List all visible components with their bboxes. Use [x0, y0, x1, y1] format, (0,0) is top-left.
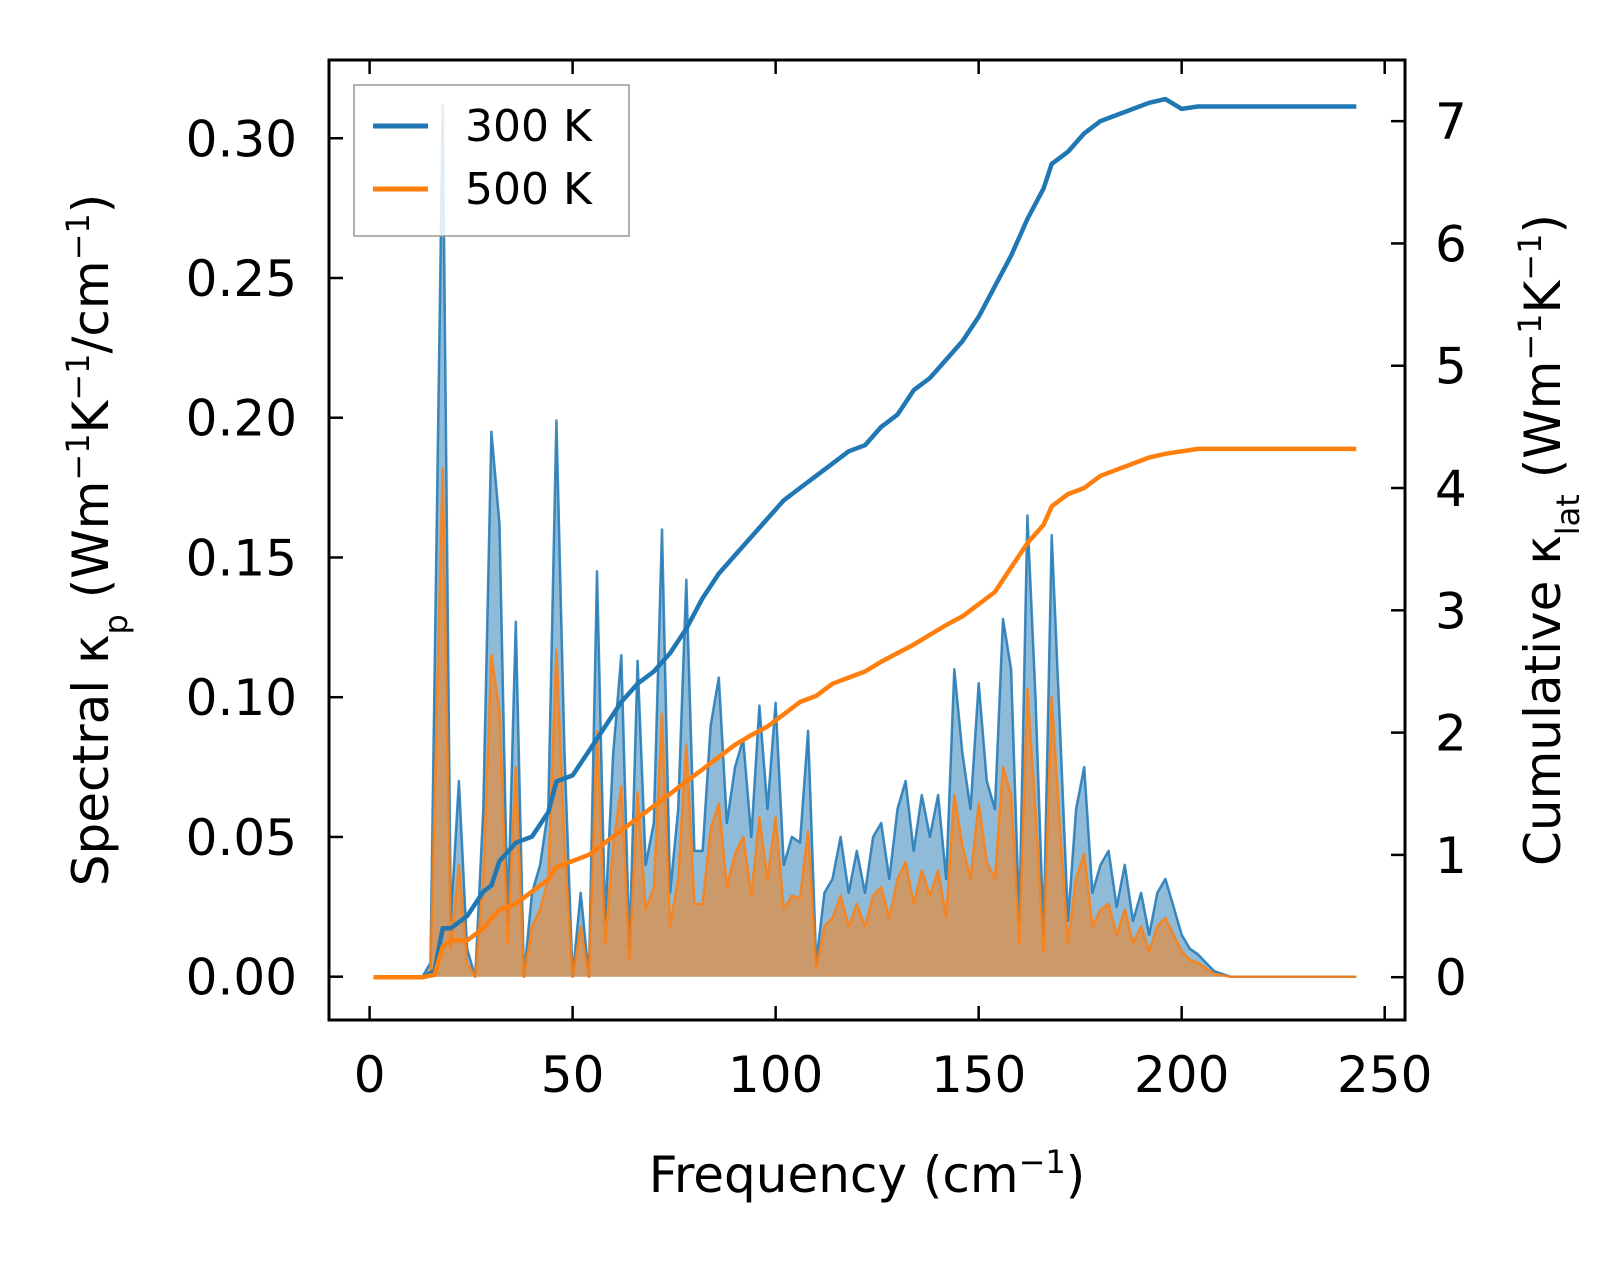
y-left-tick-label: 0.05 [186, 809, 297, 867]
cumulative-line-500k [373, 446, 1357, 980]
y-left-tick-label: 0.20 [186, 390, 297, 448]
y-left-tick-label: 0.25 [186, 250, 297, 308]
x-tick-label: 150 [931, 1046, 1026, 1104]
y-right-tick-label: 3 [1435, 582, 1467, 640]
plot-content [373, 96, 1357, 980]
plot-frame [327, 58, 1407, 1022]
y-right-tick-label: 4 [1435, 460, 1467, 518]
spectral-area-500k [373, 468, 1357, 977]
legend-box [353, 84, 630, 237]
y-left-tick-label: 0.15 [186, 529, 297, 587]
spectral-line-300k [373, 103, 1357, 978]
y-right-tick-label: 5 [1435, 338, 1467, 396]
legend-label-500k: 500 K [465, 164, 593, 215]
axis-ticks: 0 50 100 150 200 2500.000.050.100.150.200.250… [186, 60, 1467, 1104]
y-left-tick-label: 0.10 [186, 669, 297, 727]
cumulative-line-300k [373, 96, 1357, 980]
x-axis-title: Frequency (cm−1) [649, 1143, 1086, 1204]
spectral-line-500k [373, 466, 1357, 978]
spectral-area-300k [373, 104, 1357, 977]
x-tick-label: 250 [1337, 1046, 1432, 1104]
y-right-tick-label: 7 [1435, 93, 1467, 151]
x-tick-label: 100 [728, 1046, 823, 1104]
y-right-tick-label: 2 [1435, 705, 1467, 763]
x-tick-label: 200 [1134, 1046, 1229, 1104]
x-tick-label: 0 [354, 1046, 386, 1104]
y-right-tick-label: 1 [1435, 827, 1467, 885]
x-tick-label: 50 [541, 1046, 605, 1104]
y-left-tick-label: 0.00 [186, 949, 297, 1007]
y-left-tick-label: 0.30 [186, 110, 297, 168]
legend: 300 K 500 K [353, 84, 630, 237]
legend-label-300k: 300 K [465, 101, 593, 152]
y-right-tick-label: 6 [1435, 215, 1467, 273]
y-right-tick-label: 0 [1435, 949, 1467, 1007]
